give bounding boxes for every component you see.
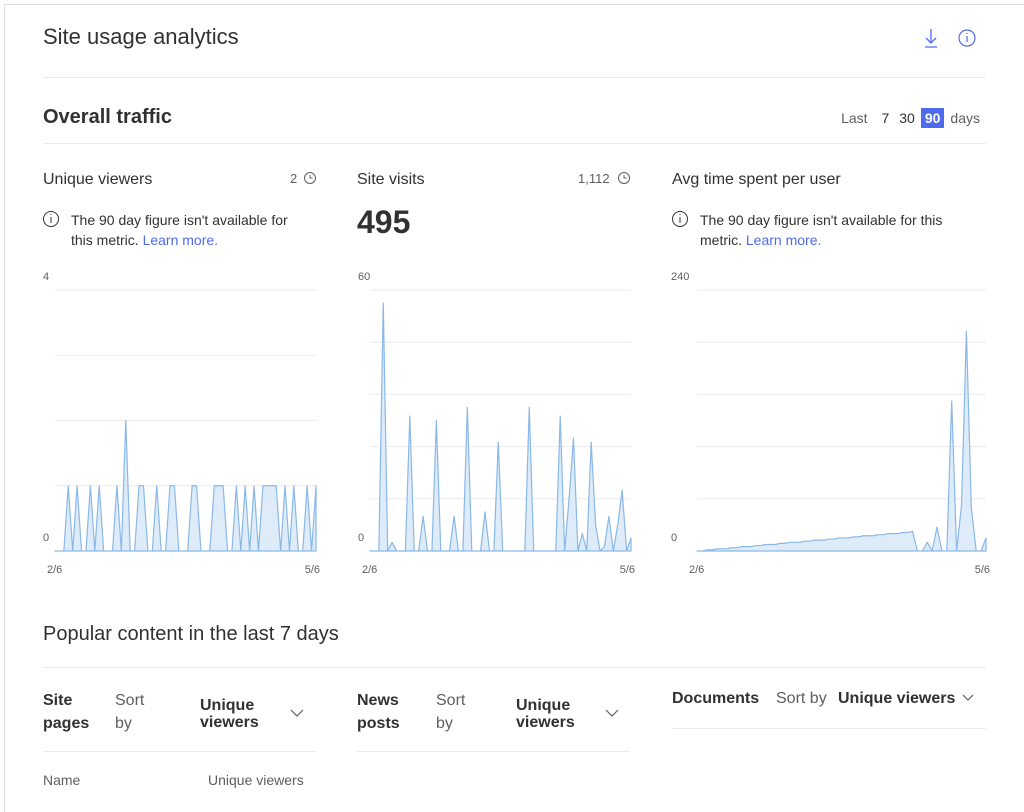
sort-label: Sort by [115,692,145,732]
section-title: Popular content in the last 7 days [43,623,339,645]
notice: The 90 day figure isn't available for th… [71,210,311,250]
section-title: Overall traffic [43,106,172,128]
sort-dropdown[interactable]: Unique viewers [200,697,259,731]
range-selector: Last 7 30 90 days [835,108,984,128]
list-title: News posts [357,692,400,732]
range-option[interactable]: 7 [881,110,890,126]
divider [43,751,316,752]
chevron-icon[interactable] [290,694,974,717]
metric-total: 1,112 [578,171,610,186]
area [696,330,987,552]
card [4,4,1024,812]
range-suffix: days [950,110,980,126]
x-tick-label: 5/6 [305,564,320,576]
range-prefix: Last [841,110,868,126]
y-tick-label: 0 [43,532,49,544]
headline-value: 495 [357,204,411,240]
metric-total: 2 [290,171,298,186]
notice-icon [43,211,688,227]
info-icon[interactable] [958,29,976,47]
y-tick-label: 60 [358,271,370,283]
sort-dropdown[interactable]: Unique viewers [838,690,956,707]
sort-label: Sort by [436,692,466,732]
area [369,302,632,552]
download-icon[interactable] [925,29,937,48]
divider [357,751,630,752]
range-option[interactable]: 30 [899,110,915,126]
metric-title: Avg time spent per user [672,171,841,188]
column-header: Name [43,772,81,788]
x-tick-label: 2/6 [362,564,377,576]
y-tick-label: 0 [358,532,364,544]
y-tick-label: 240 [671,271,689,283]
x-tick-label: 5/6 [975,564,990,576]
range-option[interactable]: 90 [920,108,945,128]
divider [43,77,986,78]
x-tick-label: 2/6 [47,564,62,576]
area [54,419,317,552]
learn-more-link[interactable]: Learn more. [142,232,219,248]
divider [43,667,986,668]
sort-label: Sort by [776,690,827,707]
notice-text: The 90 day figure isn't available for th… [700,212,943,248]
x-tick-label: 2/6 [689,564,704,576]
metric-title: Unique viewers [43,171,153,188]
metric-title: Site visits [357,171,425,188]
list-title: Site pages [43,692,90,732]
notice-text: The 90 day figure isn't available for th… [71,212,288,248]
notice: The 90 day figure isn't available for th… [700,210,960,250]
x-tick-label: 5/6 [620,564,635,576]
page-title: Site usage analytics [43,24,239,49]
y-tick-label: 4 [43,271,49,283]
divider [43,143,986,144]
divider [672,728,986,729]
list-title: Documents [672,690,760,707]
column-header: Unique viewers [208,772,304,788]
clock-icon [304,172,630,184]
sort-dropdown[interactable]: Unique viewers [516,697,575,731]
y-tick-label: 0 [671,532,677,544]
learn-more-link[interactable]: Learn more. [745,232,822,248]
